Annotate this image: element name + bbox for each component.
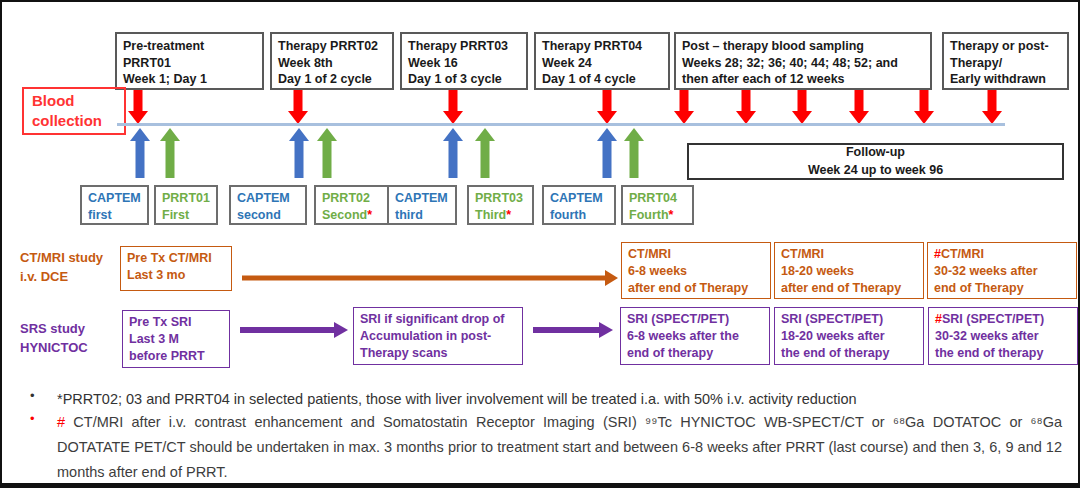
prrt-arrow	[317, 128, 337, 178]
blood-draw-arrow	[288, 90, 308, 124]
srs-box-18-20-weeks: SRI (SPECT/PET) 18-20 weeks after the en…	[774, 307, 924, 365]
prrt-arrow	[475, 128, 495, 178]
srs-study-label: SRS study HYNICTOC	[20, 320, 88, 358]
treatment-line2: Fourth	[629, 208, 669, 222]
treatment-line1: PRRT01	[162, 191, 210, 205]
note-prefix: #	[57, 414, 73, 430]
captem-arrow	[443, 128, 463, 178]
blood-draw-arrow	[443, 90, 463, 124]
srs-box-text: SRI (SPECT/PET) 30-32 weeks after the en…	[935, 312, 1044, 360]
ctmri-pretx-box: Pre Tx CT/MRI Last 3 mo	[120, 246, 232, 291]
note-text: *PRRT02; 03 and PRRT04 in selected patie…	[57, 387, 1062, 412]
treatment-box-prrt02-second: PRRT02 Second*	[314, 185, 391, 225]
timeline-axis	[117, 123, 1005, 126]
note-asterisk: • *PRRT02; 03 and PRRT04 in selected pat…	[30, 387, 1062, 412]
note-hash: • # CT/MRI after i.v. contrast enhanceme…	[30, 410, 1062, 485]
treatment-box-prrt04-fourth: PRRT04 Fourth*	[621, 185, 694, 225]
treatment-box-captem-first: CAPTEM first	[80, 185, 149, 225]
srs-box-text: SRI (SPECT/PET) 6-8 weeks after the end …	[627, 312, 739, 360]
treatment-line2: Second	[322, 208, 367, 222]
prrt-arrow	[160, 128, 180, 178]
srs-arrow-1	[240, 321, 348, 339]
captem-arrow	[130, 128, 150, 178]
header-box-therapy-prrt04: Therapy PRRT04 Week 24 Day 1 of 4 cycle	[534, 32, 670, 90]
treatment-suffix: *	[506, 208, 511, 222]
followup-box: Follow-up Week 24 up to week 96	[687, 143, 1064, 180]
treatment-suffix: *	[669, 208, 674, 222]
blood-draw-arrow	[597, 90, 617, 124]
treatment-line1: PRRT04	[629, 191, 677, 205]
note-body-text: *PRRT02; 03 and PRRT04 in selected patie…	[57, 391, 857, 407]
ctmri-box-18-20-weeks: CT/MRI 18-20 weeks after end of Therapy	[774, 242, 924, 299]
note-text: # CT/MRI after i.v. contrast enhancement…	[57, 410, 1062, 485]
treatment-line2: First	[162, 208, 189, 222]
treatment-line2: second	[237, 208, 281, 222]
blood-draw-arrow	[674, 90, 694, 124]
srs-conditional-box: SRI if significant drop of Accumulation …	[353, 307, 523, 365]
study-timeline-diagram: Pre-treatment PRRT01 Week 1; Day 1 Thera…	[0, 0, 1080, 488]
ctmri-box-6-8-weeks: CT/MRI 6-8 weeks after end of Therapy	[621, 242, 771, 299]
blood-collection-label: Blood collection	[22, 87, 126, 135]
header-box-pretreatment-prrt01: Pre-treatment PRRT01 Week 1; Day 1	[115, 32, 264, 90]
srs-box-30-32-weeks: #SRI (SPECT/PET) 30-32 weeks after the e…	[928, 307, 1078, 365]
blood-draw-arrow	[128, 90, 148, 124]
captem-arrow	[597, 128, 617, 178]
treatment-line1: PRRT02	[322, 191, 370, 205]
bullet-icon: •	[30, 410, 57, 485]
treatment-line2: fourth	[550, 208, 586, 222]
srs-arrow-2	[533, 321, 613, 339]
header-box-therapy-prrt02: Therapy PRRT02 Week 8th Day 1 of 2 cycle	[270, 32, 394, 90]
blood-draw-arrow	[849, 90, 869, 124]
bullet-icon: •	[30, 387, 57, 412]
blood-draw-arrow	[982, 90, 1002, 124]
header-box-therapy-prrt03: Therapy PRRT03 Week 16 Day 1 of 3 cycle	[400, 32, 528, 90]
srs-pretx-box: Pre Tx SRI Last 3 M before PRRT	[122, 310, 230, 368]
treatment-box-captem-third: CAPTEM third	[387, 185, 457, 225]
header-box-early-withdrawn: Therapy or post- Therapy/ Early withdraw…	[942, 32, 1069, 90]
note-body-text: CT/MRI after i.v. contrast enhancement a…	[57, 414, 1062, 480]
treatment-line2: first	[88, 208, 112, 222]
treatment-line2: third	[395, 208, 423, 222]
ctmri-box-30-32-weeks: #CT/MRI 30-32 weeks after end of Therapy	[927, 242, 1077, 299]
hash-marker: #	[934, 247, 941, 261]
blood-draw-arrow	[792, 90, 812, 124]
treatment-line1: CAPTEM	[550, 191, 603, 205]
treatment-box-prrt01-first: PRRT01 First	[154, 185, 218, 225]
blood-draw-arrow	[914, 90, 934, 124]
ctmri-box-text: CT/MRI 18-20 weeks after end of Therapy	[781, 247, 901, 295]
srs-box-6-8-weeks: SRI (SPECT/PET) 6-8 weeks after the end …	[620, 307, 770, 365]
ctmri-box-text: CT/MRI 30-32 weeks after end of Therapy	[934, 247, 1038, 295]
treatment-line2: Third	[475, 208, 506, 222]
treatment-box-captem-second: CAPTEM second	[229, 185, 307, 225]
treatment-box-prrt03-third: PRRT03 Third*	[467, 185, 534, 225]
treatment-line1: CAPTEM	[395, 191, 448, 205]
ctmri-timeline-arrow	[242, 269, 618, 287]
treatment-suffix: *	[367, 208, 372, 222]
treatment-box-captem-fourth: CAPTEM fourth	[542, 185, 616, 225]
prrt-arrow	[624, 128, 644, 178]
hash-marker: #	[935, 312, 942, 326]
treatment-line1: CAPTEM	[88, 191, 141, 205]
treatment-line1: PRRT03	[475, 191, 523, 205]
srs-box-text: SRI (SPECT/PET) 18-20 weeks after the en…	[781, 312, 889, 360]
treatment-line1: CAPTEM	[237, 191, 290, 205]
header-box-post-therapy-sampling: Post – therapy blood sampling Weeks 28; …	[674, 32, 932, 90]
ctmri-study-label: CT/MRI study i.v. DCE	[20, 249, 103, 287]
captem-arrow	[289, 128, 309, 178]
ctmri-box-text: CT/MRI 6-8 weeks after end of Therapy	[628, 247, 748, 295]
blood-draw-arrow	[736, 90, 756, 124]
